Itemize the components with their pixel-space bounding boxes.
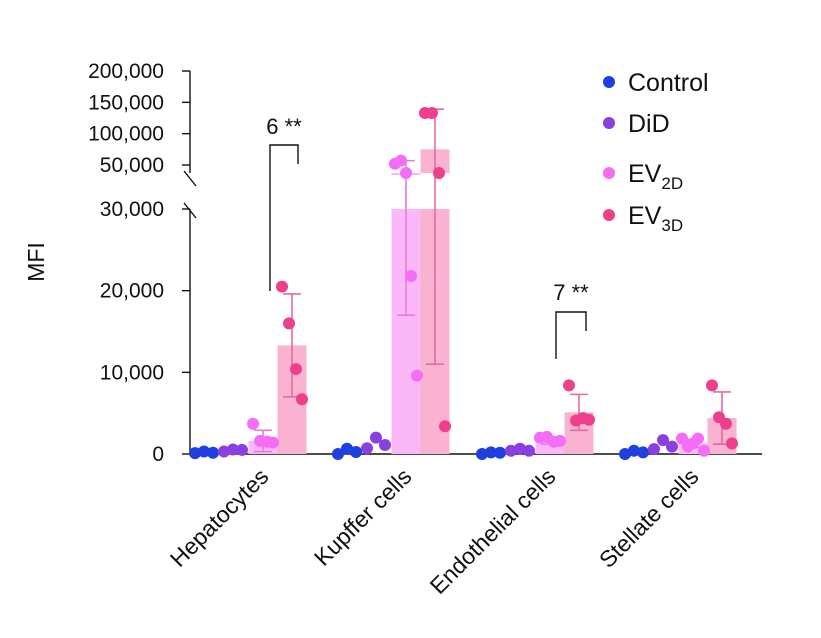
point-control (619, 448, 631, 460)
legend-label-did: DiD (628, 110, 670, 138)
point-ev3d (706, 379, 718, 392)
significance-bracket (555, 311, 587, 359)
y-tick-label: 200,000 (88, 60, 164, 83)
point-ev3d (296, 393, 308, 406)
point-ev2d (554, 434, 566, 447)
point-control (628, 444, 640, 457)
point-ev3d (563, 379, 575, 392)
y-tick-label: 0 (152, 443, 164, 466)
point-did (236, 443, 248, 456)
point-did (505, 444, 517, 457)
point-ev2d (247, 417, 259, 430)
point-control (476, 448, 488, 460)
point-did (218, 445, 230, 458)
point-ev2d (267, 436, 279, 449)
legend-marker-control (603, 76, 615, 88)
point-control (332, 448, 344, 460)
y-tick-label: 50,000 (100, 154, 164, 177)
y-tick-label: 100,000 (88, 123, 164, 146)
point-did (523, 444, 535, 457)
point-ev3d (290, 363, 302, 376)
point-did (361, 442, 373, 455)
category-label: Stellate cells (594, 463, 704, 573)
point-ev2d (692, 432, 704, 445)
point-ev3d (726, 437, 738, 450)
legend-label-ev3d: EV3D (628, 202, 683, 235)
significance-bracket (269, 144, 299, 291)
point-control (189, 447, 201, 460)
point-control (637, 446, 649, 459)
category-label: Kupffer cells (309, 463, 417, 571)
point-ev3d (720, 417, 732, 430)
point-did (227, 443, 239, 456)
point-did (657, 434, 669, 447)
point-control (341, 442, 353, 455)
point-ev3d (426, 106, 438, 119)
legend: Control DiD EV2D EV3D (603, 69, 709, 235)
point-ev3d (283, 317, 295, 330)
legend-marker-ev2d (603, 167, 615, 179)
point-control (350, 445, 362, 458)
point-ev3d (433, 167, 445, 179)
legend-marker-did (603, 117, 615, 129)
significance-label: 7 ** (553, 280, 589, 305)
category-labels: Hepatocytes Kupffer cells Endothelial cell… (165, 463, 704, 599)
y-tick-label: 10,000 (100, 361, 164, 384)
point-did (514, 442, 526, 455)
legend-marker-ev3d (603, 209, 615, 221)
y-tick-label: 150,000 (88, 91, 164, 114)
point-did (370, 431, 382, 444)
point-did (648, 443, 660, 456)
y-tick-label: 30,000 (100, 198, 164, 221)
y-ticks: 0 10,000 20,000 30,000 50,000 100,000 150,000 2… (88, 60, 190, 466)
point-ev2d (400, 167, 412, 179)
y-tick-label: 20,000 (100, 280, 164, 303)
point-control (494, 446, 506, 459)
significance-hepatocytes: 6 ** (266, 114, 302, 291)
point-ev2d (411, 369, 423, 382)
y-axis-label: MFI (23, 242, 49, 282)
y-axis-break-lower (183, 202, 197, 219)
point-did (666, 440, 678, 453)
point-ev3d (439, 420, 451, 433)
category-label: Endothelial cells (425, 463, 561, 599)
significance-endothelial: 7 ** (553, 280, 589, 359)
legend-label-ev2d: EV2D (628, 160, 683, 193)
category-label: Hepatocytes (165, 463, 274, 572)
point-control (485, 446, 497, 459)
point-ev2d (698, 444, 710, 457)
point-control (207, 446, 219, 459)
point-ev3d (276, 280, 288, 293)
bars (248, 149, 737, 454)
point-did (379, 439, 391, 452)
point-ev2d (405, 269, 417, 282)
y-axis-break-upper (183, 170, 197, 187)
point-ev3d (583, 413, 595, 426)
point-ev2d (395, 154, 407, 167)
point-control (198, 445, 210, 458)
legend-label-control: Control (628, 69, 709, 97)
significance-label: 6 ** (266, 114, 302, 139)
data-points (189, 106, 738, 460)
